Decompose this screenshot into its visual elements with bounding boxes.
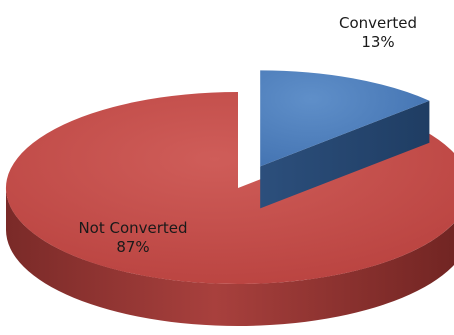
slice-label-converted: Converted 13% (338, 14, 418, 52)
slice-percent-not-converted: 87% (116, 238, 150, 256)
pie-slice-cut-converted (260, 100, 430, 209)
slice-percent-converted: 13% (361, 33, 395, 51)
pie-slice-side-not-converted (6, 188, 454, 326)
slice-name-converted: Converted (338, 14, 418, 32)
slice-name-not-converted: Not Converted (78, 219, 188, 237)
slice-label-not-converted: Not Converted 87% (58, 219, 208, 257)
pie-slice-not-converted (5, 92, 454, 284)
pie-slice-converted (260, 70, 430, 167)
